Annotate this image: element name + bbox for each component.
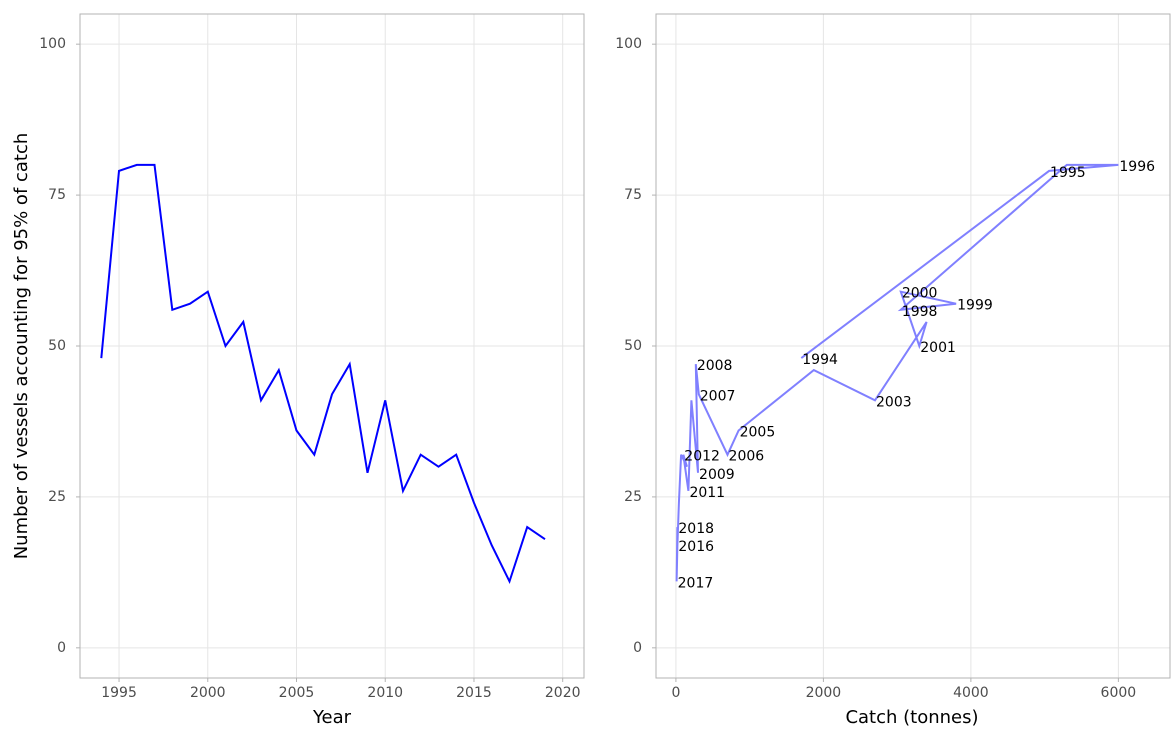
y-tick-label: 75 (624, 187, 642, 203)
point-label: 2009 (699, 467, 735, 483)
y-tick-label: 100 (615, 36, 642, 52)
x-tick-label: 0 (671, 685, 680, 701)
x-tick-label: 2000 (806, 685, 842, 701)
x-tick-label: 2015 (456, 685, 492, 701)
point-label: 2005 (740, 425, 776, 441)
point-label: 2017 (678, 575, 714, 591)
y-tick-label: 25 (48, 489, 66, 505)
x-tick-label: 2005 (279, 685, 315, 701)
y-tick-label: 25 (624, 489, 642, 505)
point-label: 2007 (700, 388, 736, 404)
x-tick-label: 1995 (101, 685, 137, 701)
point-label: 2006 (729, 449, 765, 465)
point-label: 1996 (1119, 159, 1155, 175)
panel-border (79, 13, 585, 679)
x-tick-label: 2010 (367, 685, 403, 701)
x-axis-title: Catch (tonnes) (845, 707, 978, 728)
point-label: 1995 (1050, 165, 1086, 181)
point-label: 2012 (684, 449, 720, 465)
point-label: 2018 (678, 521, 714, 537)
y-tick-label: 0 (57, 640, 66, 656)
point-label: 2001 (920, 340, 956, 356)
line (675, 163, 1119, 582)
line (100, 163, 546, 585)
point-label: 2000 (902, 286, 938, 302)
point-label: 1999 (957, 298, 993, 314)
y-tick-label: 75 (48, 187, 66, 203)
y-axis-title: Number of vessels accounting for 95% of … (11, 133, 32, 560)
y-tick-label: 50 (624, 338, 642, 354)
x-axis-title: Year (312, 707, 352, 728)
point-label: 2016 (678, 539, 714, 555)
point-label: 1998 (902, 304, 938, 320)
point-label: 2011 (689, 485, 725, 501)
x-tick-label: 2020 (545, 685, 581, 701)
y-tick-label: 50 (48, 338, 66, 354)
panel-border (655, 13, 1171, 679)
x-tick-label: 6000 (1101, 685, 1137, 701)
x-tick-label: 4000 (953, 685, 989, 701)
y-tick-label: 0 (633, 640, 642, 656)
x-tick-label: 2000 (190, 685, 226, 701)
point-label: 1994 (802, 352, 838, 368)
point-label: 2003 (876, 394, 912, 410)
point-label: 2008 (697, 358, 733, 374)
y-tick-label: 100 (39, 36, 66, 52)
